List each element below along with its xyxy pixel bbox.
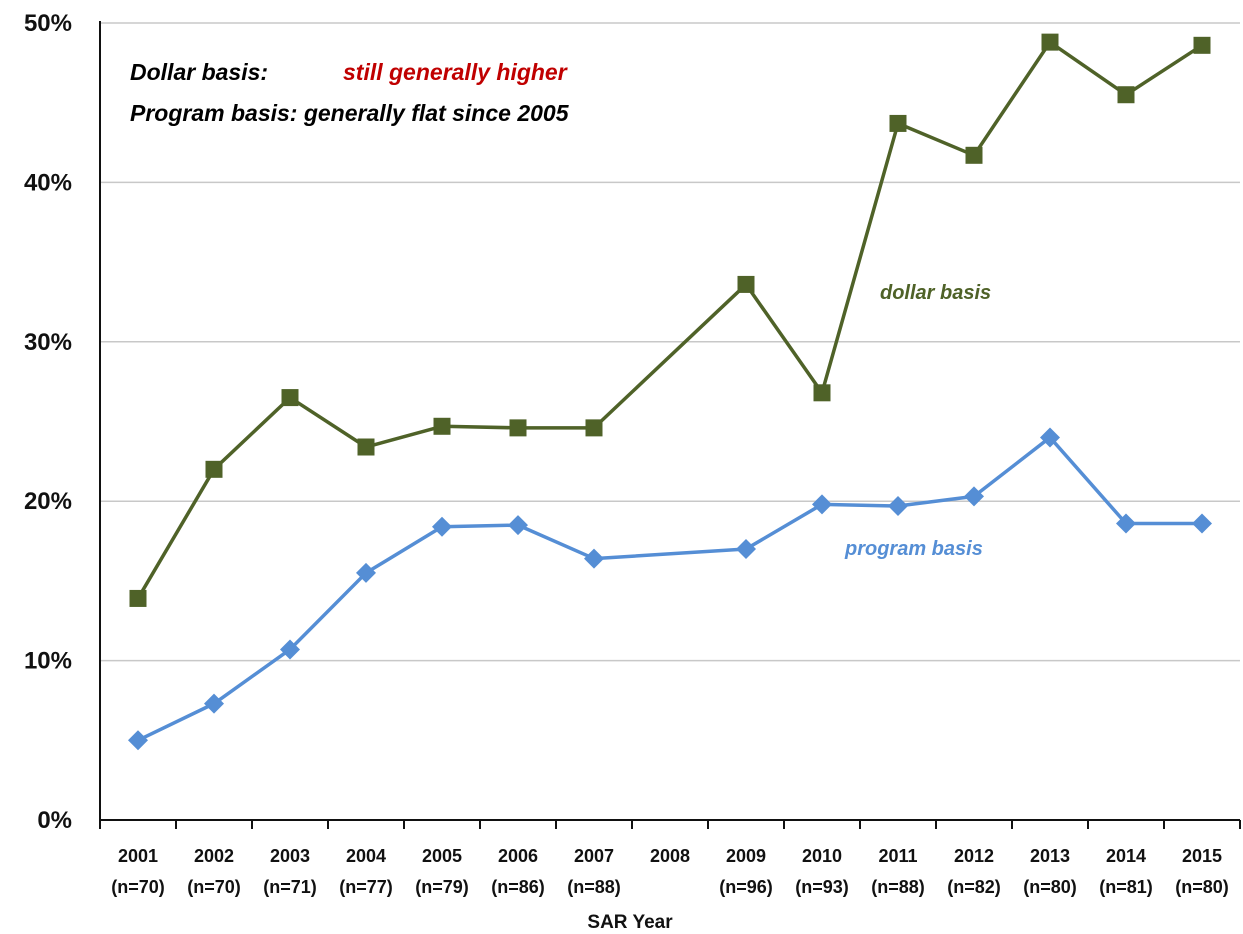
x-tick-count: (n=81) xyxy=(1099,877,1153,897)
dollar-basis-point xyxy=(433,417,451,435)
program-basis-point xyxy=(128,730,148,751)
dollar-basis-point xyxy=(585,419,603,437)
x-tick-label: 2009 xyxy=(726,846,766,866)
series-layer xyxy=(128,33,1212,751)
dollar-basis-point xyxy=(129,589,147,607)
dollar-basis-point xyxy=(889,114,907,132)
y-tick-label: 10% xyxy=(24,648,72,675)
x-tick-count: (n=88) xyxy=(871,877,925,897)
x-tick-label: 2011 xyxy=(878,846,917,866)
y-tick-label: 30% xyxy=(24,329,72,356)
x-tick-label: 2015 xyxy=(1182,846,1222,866)
x-tick-count: (n=80) xyxy=(1175,877,1229,897)
y-tick-label: 0% xyxy=(37,807,72,834)
x-tick-count: (n=71) xyxy=(263,877,317,897)
program-basis-point xyxy=(204,693,224,714)
x-tick-label: 2001 xyxy=(118,846,158,866)
dollar-basis-point xyxy=(205,460,223,478)
program-basis-point xyxy=(888,495,908,516)
program-basis-point xyxy=(1192,513,1212,534)
x-tick-label: 2007 xyxy=(574,846,614,866)
y-axis: 0% 10% 20% 30% 40% 50% xyxy=(24,10,101,834)
x-tick-label: 2008 xyxy=(650,846,690,866)
dollar-basis-point xyxy=(281,389,299,407)
x-tick-count: (n=79) xyxy=(415,877,469,897)
dollar-basis-point xyxy=(737,275,755,293)
x-tick-count: (n=96) xyxy=(719,877,773,897)
x-tick-count: (n=70) xyxy=(111,877,165,897)
annotation-dollar-prefix: Dollar basis: xyxy=(130,59,268,85)
x-tick-label: 2002 xyxy=(194,846,234,866)
x-tick-label: 2005 xyxy=(422,846,462,866)
program-basis-point xyxy=(736,539,756,560)
x-tick-label: 2013 xyxy=(1030,846,1070,866)
dollar-basis-line xyxy=(136,40,1203,600)
annotation-program: Program basis: generally flat since 2005 xyxy=(130,100,570,126)
x-tick-label: 2010 xyxy=(802,846,842,866)
dollar-basis-point xyxy=(1041,33,1059,51)
dollar-basis-point xyxy=(1117,86,1135,104)
x-tick-count: (n=82) xyxy=(947,877,1001,897)
x-tick-label: 2004 xyxy=(346,846,386,866)
gridlines xyxy=(100,22,1240,662)
y-tick-label: 40% xyxy=(24,169,72,196)
program-basis-point xyxy=(1040,427,1060,448)
dollar-basis-point xyxy=(509,419,527,437)
x-axis: 2001 (n=70) 2002 (n=70) 2003 (n=71) 2004 (n=77)… xyxy=(99,819,1241,897)
program-basis-point xyxy=(280,639,300,660)
annotation-dollar-value: still generally higher xyxy=(343,59,568,85)
program-basis-point xyxy=(1116,513,1136,534)
program-basis-point xyxy=(584,548,604,569)
program-basis-label: program basis xyxy=(844,538,983,560)
x-tick-count: (n=77) xyxy=(339,877,393,897)
x-tick-count: (n=88) xyxy=(567,877,621,897)
dollar-basis-label: dollar basis xyxy=(880,282,991,304)
x-axis-title: SAR Year xyxy=(587,912,673,933)
dollar-basis-point xyxy=(1193,36,1211,54)
y-tick-label: 50% xyxy=(24,10,72,37)
dollar-basis-point xyxy=(813,384,831,402)
x-tick-label: 2003 xyxy=(270,846,310,866)
program-basis-point xyxy=(356,562,376,583)
x-tick-count: (n=93) xyxy=(795,877,849,897)
x-tick-count: (n=80) xyxy=(1023,877,1077,897)
dollar-basis-point xyxy=(357,438,375,456)
program-basis-point xyxy=(432,516,452,537)
x-tick-label: 2006 xyxy=(498,846,538,866)
y-tick-label: 20% xyxy=(24,488,72,515)
program-basis-line xyxy=(137,435,1202,742)
program-basis-point xyxy=(964,486,984,507)
program-basis-point xyxy=(508,515,528,536)
x-tick-count: (n=86) xyxy=(491,877,545,897)
x-tick-label: 2012 xyxy=(954,846,994,866)
x-tick-count: (n=70) xyxy=(187,877,241,897)
x-tick-label: 2014 xyxy=(1106,846,1146,866)
dollar-basis-point xyxy=(965,146,983,164)
program-basis-point xyxy=(812,494,832,515)
